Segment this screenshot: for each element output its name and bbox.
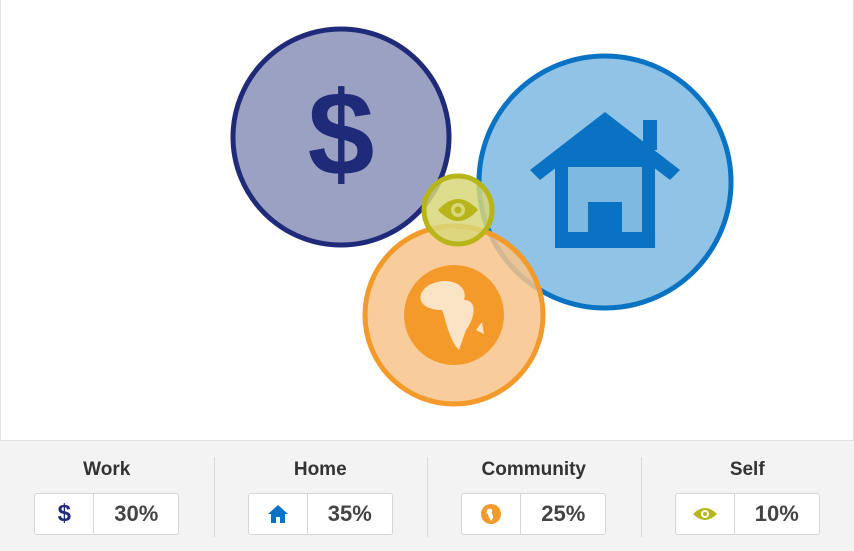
bubble-chart: $ — [0, 0, 854, 440]
globe-icon — [462, 494, 522, 534]
legend-item-work: Work $30% — [0, 441, 214, 551]
house-icon — [530, 112, 680, 248]
eye-icon — [676, 494, 735, 534]
legend-label: Community — [481, 459, 587, 480]
bubble-circle — [230, 26, 452, 248]
legend-value: 30% — [114, 501, 159, 526]
dollar-icon: $ — [35, 494, 95, 534]
bubble-work: $ — [230, 26, 452, 248]
globe-icon — [404, 265, 504, 365]
legend-item-self: Self 10% — [640, 441, 854, 551]
legend-bar: Work $30% Home 35% Community 25% Self 10… — [0, 440, 854, 551]
legend-label: Self — [729, 459, 765, 480]
legend-item-community: Community 25% — [427, 441, 641, 551]
bubble-self — [421, 173, 495, 247]
eye-icon — [438, 199, 478, 221]
svg-text:$: $ — [308, 67, 375, 201]
house-icon — [249, 494, 308, 534]
legend-value: 35% — [327, 501, 372, 526]
bubble-community — [362, 223, 546, 407]
legend-item-home: Home 35% — [213, 441, 428, 551]
bubble-home — [476, 53, 734, 311]
bubble-chart-svg: $ — [230, 26, 734, 407]
legend-value: 25% — [541, 501, 586, 526]
legend-label: Work — [83, 459, 131, 480]
dollar-icon: $ — [308, 67, 375, 201]
legend-label: Home — [293, 459, 347, 480]
legend-value: 10% — [754, 501, 799, 526]
